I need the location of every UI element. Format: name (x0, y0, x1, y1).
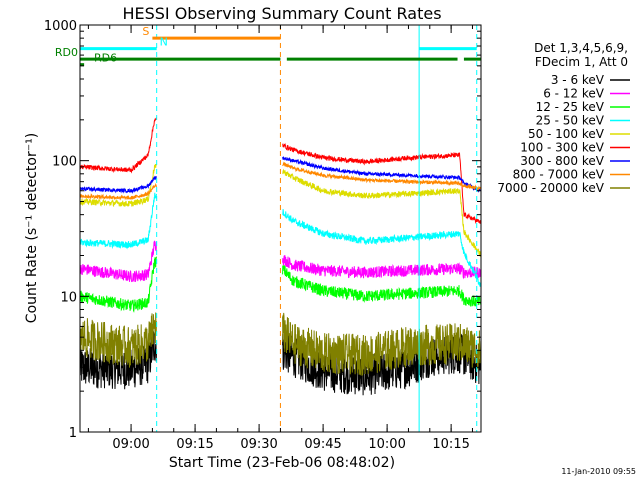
legend-label-4: 50 - 100 keV (528, 127, 605, 141)
legend-header-0: Det 1,3,4,5,6,9, (534, 41, 628, 55)
flag-label-s: S (142, 25, 149, 38)
flag-label-rd6: RD6 (94, 52, 117, 65)
legend-label-7: 800 - 7000 keV (513, 168, 605, 182)
y-tick-label-1: 10 (60, 290, 77, 305)
legend-label-2: 12 - 25 keV (536, 100, 605, 114)
series-line-3 (79, 192, 482, 287)
series-line-2 (79, 256, 482, 313)
x-tick-label-2: 09:30 (240, 437, 277, 452)
x-tick-label-3: 09:45 (304, 437, 341, 452)
legend-header-1: FDecim 1, Att 0 (535, 55, 628, 69)
legend-label-5: 100 - 300 keV (520, 141, 604, 155)
y-tick-label-2: 100 (52, 155, 77, 170)
series-line-4 (79, 163, 482, 258)
y-tick-label-0: 1 (69, 426, 77, 441)
series-line-1 (79, 240, 482, 283)
flag-label-rd0: RD0 (55, 46, 78, 59)
data-layer (79, 117, 482, 396)
x-axis-title: Start Time (23-Feb-06 08:48:02) (169, 455, 395, 471)
series-line-8 (79, 312, 482, 376)
legend-label-0: 3 - 6 keV (551, 73, 605, 87)
chart-title: HESSI Observing Summary Count Rates (122, 4, 441, 23)
x-tick-label-5: 10:15 (432, 437, 469, 452)
axis-layer: 09:00 09:15 09:30 09:45 10:00 10:15 1 10 100 1000 (44, 19, 481, 452)
legend-label-3: 25 - 50 keV (536, 114, 605, 128)
series-line-6 (79, 156, 482, 194)
legend-label-8: 7000 - 20000 keV (497, 181, 604, 195)
timestamp-label: 11-Jan-2010 09:55 (561, 467, 636, 476)
series-line-7 (79, 161, 482, 201)
flag-label-n: N (160, 36, 168, 49)
x-tick-label-4: 10:00 (368, 437, 405, 452)
legend-label-1: 6 - 12 keV (543, 87, 605, 101)
y-axis-title: Count Rate (s⁻¹ detector⁻¹) (24, 133, 40, 323)
legend: Det 1,3,4,5,6,9,FDecim 1, Att 0 3 - 6 keV… (497, 41, 630, 195)
x-tick-label-1: 09:15 (176, 437, 213, 452)
legend-label-6: 300 - 800 keV (520, 154, 604, 168)
series-line-5 (79, 117, 482, 225)
x-tick-label-0: 09:00 (112, 437, 149, 452)
y-tick-label-3: 1000 (44, 19, 77, 34)
